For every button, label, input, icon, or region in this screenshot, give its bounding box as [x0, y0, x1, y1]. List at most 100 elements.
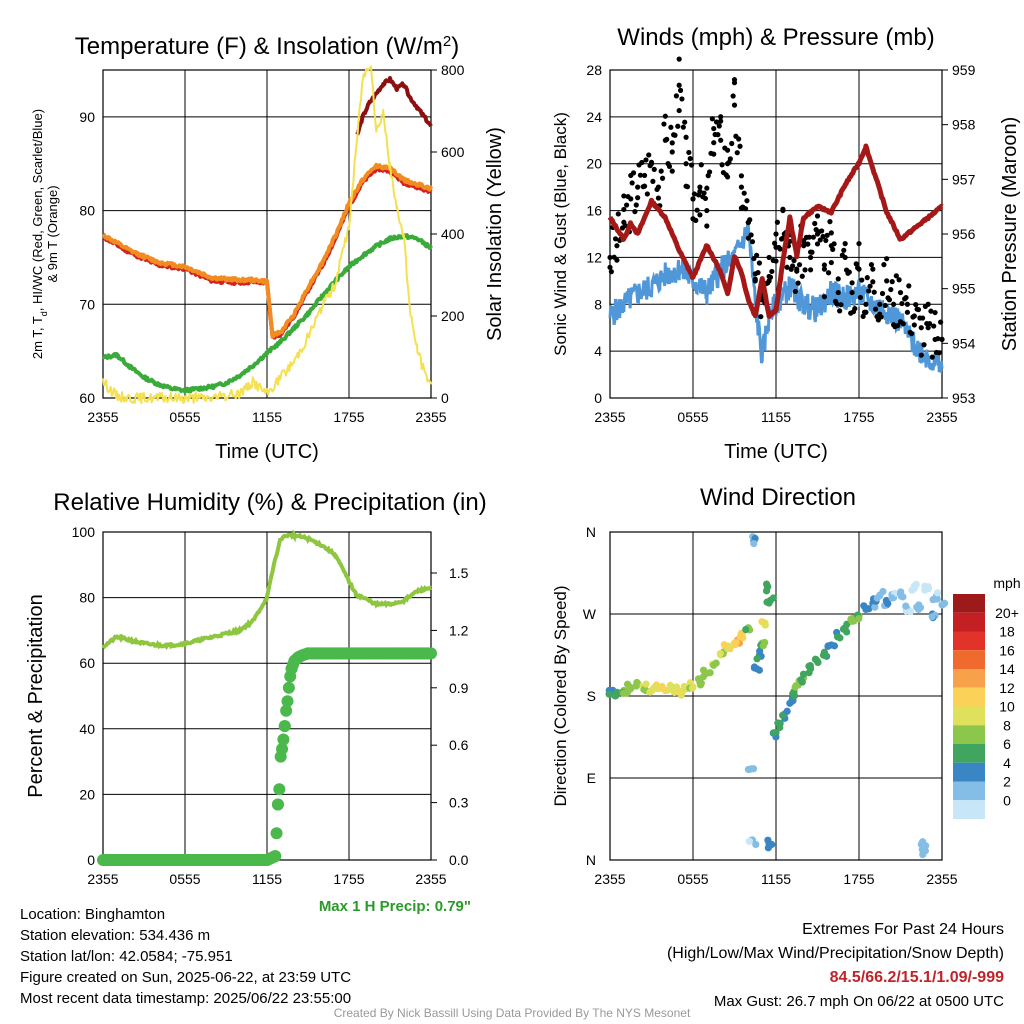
y-axis-label: Direction (Colored By Speed) [551, 585, 570, 806]
x-tick-label: 2355 [926, 871, 957, 887]
gust-point [814, 241, 821, 247]
gust-point [704, 207, 710, 214]
panel-4: 2355 0555 1155 1755 2355 N E S W N Wind Direction D… [551, 484, 1021, 887]
gust-point [814, 213, 821, 219]
gust-point [842, 254, 848, 261]
direction-point [699, 672, 708, 681]
colorbar-swatch [953, 762, 985, 782]
gust-point [644, 191, 650, 197]
x-tick-label: 2355 [87, 871, 118, 887]
gust-point [918, 325, 924, 331]
created-text: Figure created on Sun, 2025-06-22, at 23… [20, 969, 352, 986]
y-tick-label: W [583, 606, 597, 622]
gust-point [621, 193, 627, 199]
panel-2: 2355 0555 1155 1755 2355 0 4 8 12 16 20 24 28 953 954 9… [551, 24, 1021, 463]
y2-tick-label: 0.6 [449, 737, 469, 753]
gust-point [871, 289, 877, 295]
direction-point [836, 634, 844, 642]
gust-point [878, 314, 884, 320]
gust-point [903, 294, 909, 301]
gust-point [828, 230, 834, 236]
direction-point [759, 642, 767, 650]
gust-point [756, 260, 763, 266]
gust-point [686, 149, 692, 156]
x-tick-label: 1155 [761, 409, 791, 425]
direction-point [799, 670, 808, 678]
gust-point [677, 87, 684, 93]
gust-point [704, 185, 710, 191]
x-tick-label: 0555 [169, 409, 200, 425]
y-tick-label: 16 [586, 203, 602, 219]
y-tick-label: 20 [586, 156, 602, 172]
gust-point [662, 137, 668, 143]
x-tick-label: 1155 [252, 409, 282, 425]
extremes-subtitle: (High/Low/Max Wind/Precipitation/Snow De… [666, 945, 1004, 962]
gust-point [835, 276, 841, 282]
gust-point [669, 140, 675, 146]
colorbar-swatch [953, 706, 985, 726]
gust-point [724, 174, 731, 180]
gust-point [926, 321, 933, 327]
direction-point [876, 591, 884, 599]
gust-point [701, 190, 707, 196]
colorbar-label: 20+ [995, 605, 1019, 621]
y-tick-label: 60 [79, 390, 95, 406]
max-gust-text: Max Gust: 26.7 mph On 06/22 at 0500 UTC [713, 993, 1004, 1010]
direction-point [933, 595, 941, 603]
recent-data-text: Most recent data timestamp: 2025/06/22 2… [20, 990, 352, 1007]
gust-point [817, 237, 823, 243]
gust-point [904, 309, 911, 315]
gust-point [849, 280, 855, 286]
gust-point [630, 170, 637, 176]
gust-point [904, 301, 911, 307]
y-tick-label: 24 [586, 109, 602, 125]
direction-point [855, 615, 863, 623]
gust-point [886, 297, 893, 303]
direction-point [605, 690, 613, 698]
colorbar-swatch [953, 650, 985, 669]
gust-point [856, 240, 862, 247]
gust-point [658, 168, 664, 174]
x-tick-label: 2355 [926, 409, 957, 425]
direction-point [770, 729, 778, 737]
direction-point [716, 650, 724, 658]
gust-point [744, 198, 750, 204]
gust-point [915, 306, 922, 313]
colorbar-swatch [953, 612, 985, 632]
gust-point [612, 236, 619, 242]
gust-point [697, 188, 703, 194]
gust-point [925, 325, 931, 331]
chart-title: Winds (mph) & Pressure (mb) [617, 24, 934, 51]
gust-point [890, 301, 897, 307]
gust-point [828, 259, 834, 266]
precip-point [270, 827, 283, 840]
y-axis-label: Sonic Wind & Gust (Blue, Black) [551, 112, 570, 356]
gust-point [655, 195, 662, 201]
y-tick-label: N [586, 852, 596, 868]
direction-point [756, 647, 764, 655]
latlon-text: Station lat/lon: 42.0584; -75.951 [20, 948, 233, 965]
gust-point [729, 140, 735, 147]
gust-point [921, 342, 927, 348]
extremes-block: Extremes For Past 24 Hours (High/Low/Max… [667, 918, 1004, 1014]
gust-point [718, 114, 724, 120]
gust-point [704, 223, 710, 229]
precip-point [269, 850, 282, 863]
panel-1: 2355 0555 1155 1755 2355 60 70 80 90 0 200 400 600 80… [30, 33, 506, 464]
gust-point [662, 113, 668, 119]
gust-point [655, 184, 662, 190]
direction-point [611, 692, 619, 700]
gust-point [738, 184, 745, 190]
gust-point [632, 209, 638, 215]
colorbar-label: 10 [999, 699, 1015, 715]
gust-point [719, 162, 725, 168]
gust-point [925, 301, 931, 307]
direction-point [706, 669, 714, 677]
y2-tick-label: 1.2 [449, 622, 469, 638]
series-line-relative-humidity [101, 529, 432, 651]
gust-point [882, 302, 888, 309]
gust-point [683, 161, 689, 167]
direction-point [750, 539, 758, 548]
chart-title: Temperature (F) & Insolation (W/m2) [75, 33, 459, 61]
y-tick-label: 60 [79, 655, 95, 671]
